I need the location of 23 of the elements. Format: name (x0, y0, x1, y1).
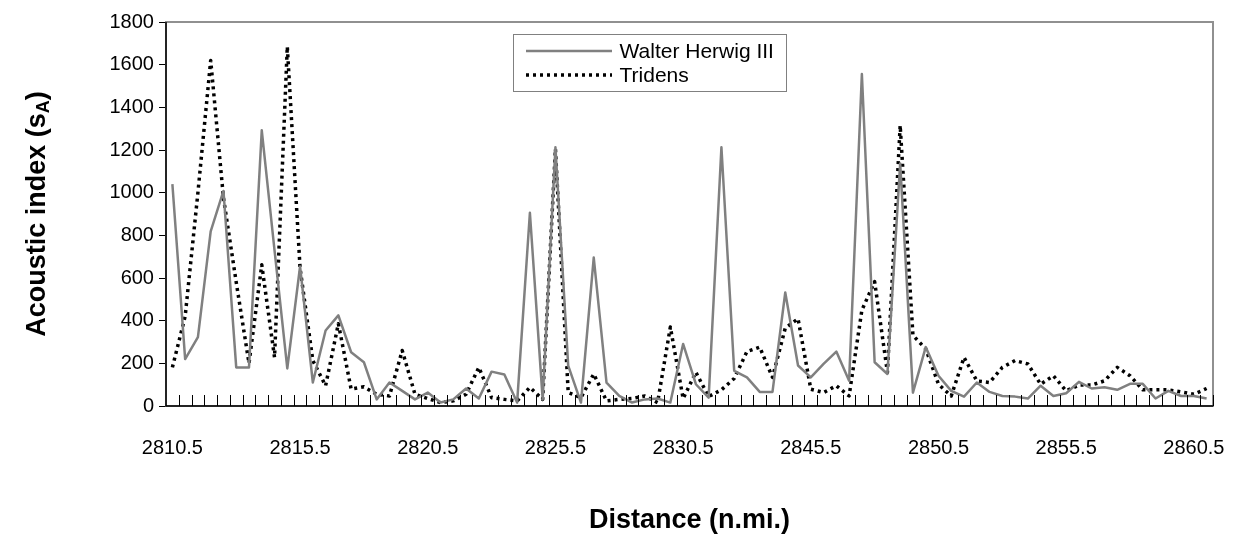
x-tick-label: 2830.5 (652, 435, 714, 458)
x-tick-label: 2820.5 (397, 435, 459, 458)
y-tick-label: 1000 (109, 180, 154, 203)
x-tick-label: 2845.5 (780, 435, 842, 458)
x-tick-label: 2855.5 (1035, 435, 1097, 458)
y-tick-label: 1200 (109, 137, 154, 160)
x-tick-label: 2810.5 (141, 435, 203, 458)
y-tick-label: 0 (142, 393, 154, 416)
legend-label: Tridens (619, 63, 689, 87)
x-tick-label: 2825.5 (524, 435, 587, 458)
y-tick-label: 200 (120, 350, 154, 373)
y-tick-label: 1600 (109, 52, 154, 75)
y-tick-label: 400 (120, 308, 154, 331)
y-tick-label: 1800 (109, 9, 154, 32)
x-axis-title: Distance (n.mi.) (588, 504, 791, 535)
x-tick-label: 2860.5 (1163, 435, 1225, 458)
x-tick-label: 2815.5 (269, 435, 331, 458)
legend-label: Walter Herwig III (619, 39, 774, 63)
y-tick-label: 600 (120, 265, 154, 288)
y-axis-title: Acoustic index (sA) (21, 91, 53, 337)
y-tick-label: 1400 (109, 94, 154, 117)
x-tick-label: 2850.5 (907, 435, 970, 458)
y-tick-label: 800 (120, 222, 154, 245)
